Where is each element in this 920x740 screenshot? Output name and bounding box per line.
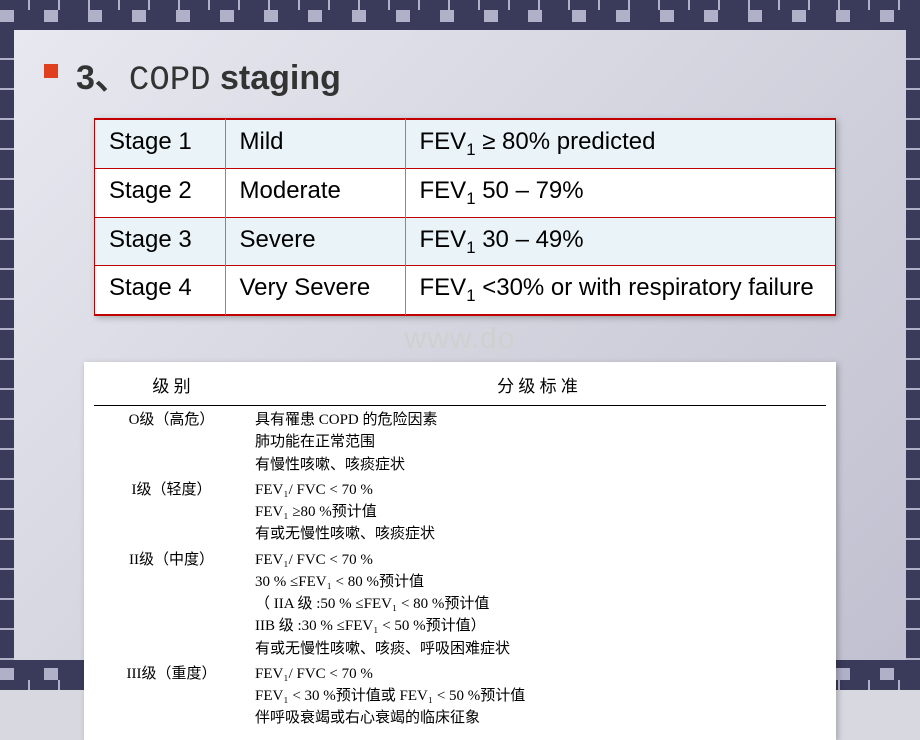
- table-row: II级（中度）FEV₁/ FVC < 70 %: [94, 546, 826, 571]
- heading-text: 3、COPD staging: [76, 50, 341, 100]
- level-cell: [94, 593, 249, 615]
- level-cell: III级（重度）: [94, 660, 249, 685]
- criteria-cell: 30 % ≤FEV₁ < 80 %预计值: [249, 571, 826, 593]
- stage-cell: Stage 3: [95, 217, 225, 266]
- criteria-cell: 有或无慢性咳嗽、咳痰、呼吸困难症状: [249, 638, 826, 660]
- table-row: IIB 级 :30 % ≤FEV₁ < 50 %预计值）: [94, 615, 826, 637]
- bullet-square-icon: [44, 64, 58, 78]
- level-cell: [94, 638, 249, 660]
- criterion-cell: FEV1 <30% or with respiratory failure: [405, 266, 835, 315]
- level-cell: [94, 615, 249, 637]
- criteria-cell: 具有罹患 COPD 的危险因素: [249, 406, 826, 432]
- heading-mono: COPD: [129, 62, 211, 100]
- criteria-cell: 肺功能在正常范围: [249, 431, 826, 453]
- criterion-cell: FEV1 30 – 49%: [405, 217, 835, 266]
- table-row: FEV₁ < 30 %预计值或 FEV₁ < 50 %预计值: [94, 685, 826, 707]
- criteria-cell: FEV₁/ FVC < 70 %: [249, 546, 826, 571]
- severity-cell: Moderate: [225, 168, 405, 217]
- criteria-cell: （ IIA 级 :50 % ≤FEV₁ < 80 %预计值: [249, 593, 826, 615]
- criteria-cell: FEV₁ ≥80 %预计值: [249, 501, 826, 523]
- criteria-cell: 有或无慢性咳嗽、咳痰症状: [249, 523, 826, 545]
- criteria-cell: FEV₁ < 30 %预计值或 FEV₁ < 50 %预计值: [249, 685, 826, 707]
- level-cell: II级（中度）: [94, 546, 249, 571]
- criteria-cell: 伴呼吸衰竭或右心衰竭的临床征象: [249, 707, 826, 729]
- level-cell: [94, 571, 249, 593]
- copd-staging-table-cn: 级 别 分 级 标 准 O级（高危）具有罹患 COPD 的危险因素肺功能在正常范…: [84, 362, 836, 740]
- table-row: FEV₁ ≥80 %预计值: [94, 501, 826, 523]
- severity-cell: Very Severe: [225, 266, 405, 315]
- copd-staging-table-en: Stage 1MildFEV1 ≥ 80% predictedStage 2Mo…: [94, 118, 836, 316]
- level-cell: [94, 707, 249, 729]
- severity-cell: Severe: [225, 217, 405, 266]
- slide-content: 3、COPD staging Stage 1MildFEV1 ≥ 80% pre…: [14, 30, 906, 660]
- table-row: 有或无慢性咳嗽、咳痰症状: [94, 523, 826, 545]
- criteria-cell: IIB 级 :30 % ≤FEV₁ < 50 %预计值）: [249, 615, 826, 637]
- slide-heading: 3、COPD staging: [44, 50, 876, 100]
- table-row: 肺功能在正常范围: [94, 431, 826, 453]
- heading-prefix: 3、: [76, 59, 129, 97]
- stage-cell: Stage 2: [95, 168, 225, 217]
- criterion-cell: FEV1 ≥ 80% predicted: [405, 120, 835, 169]
- level-cell: [94, 523, 249, 545]
- table-row: I级（轻度）FEV₁/ FVC < 70 %: [94, 476, 826, 501]
- level-cell: I级（轻度）: [94, 476, 249, 501]
- table-row: III级（重度）FEV₁/ FVC < 70 %: [94, 660, 826, 685]
- heading-suffix: staging: [211, 59, 341, 97]
- table2-header-level: 级 别: [94, 368, 249, 406]
- table-row: （ IIA 级 :50 % ≤FEV₁ < 80 %预计值: [94, 593, 826, 615]
- level-cell: O级（高危）: [94, 406, 249, 432]
- watermark-text: www.do: [44, 322, 876, 356]
- stage-cell: Stage 1: [95, 120, 225, 169]
- criteria-cell: FEV₁/ FVC < 70 %: [249, 660, 826, 685]
- severity-cell: Mild: [225, 120, 405, 169]
- table-row: 伴呼吸衰竭或右心衰竭的临床征象: [94, 707, 826, 729]
- level-cell: [94, 685, 249, 707]
- criteria-cell: FEV₁/ FVC < 70 %: [249, 476, 826, 501]
- stage-cell: Stage 4: [95, 266, 225, 315]
- table-row: Stage 4Very SevereFEV1 <30% or with resp…: [95, 266, 835, 315]
- level-cell: [94, 454, 249, 476]
- table2-header-criteria: 分 级 标 准: [249, 368, 826, 406]
- table-row: 30 % ≤FEV₁ < 80 %预计值: [94, 571, 826, 593]
- table-row: Stage 2ModerateFEV1 50 – 79%: [95, 168, 835, 217]
- level-cell: [94, 501, 249, 523]
- criterion-cell: FEV1 50 – 79%: [405, 168, 835, 217]
- level-cell: [94, 431, 249, 453]
- table-row: 有慢性咳嗽、咳痰症状: [94, 454, 826, 476]
- table-row: Stage 3SevereFEV1 30 – 49%: [95, 217, 835, 266]
- table-row: Stage 1MildFEV1 ≥ 80% predicted: [95, 120, 835, 169]
- criteria-cell: 有慢性咳嗽、咳痰症状: [249, 454, 826, 476]
- table-row: O级（高危）具有罹患 COPD 的危险因素: [94, 406, 826, 432]
- table-row: 有或无慢性咳嗽、咳痰、呼吸困难症状: [94, 638, 826, 660]
